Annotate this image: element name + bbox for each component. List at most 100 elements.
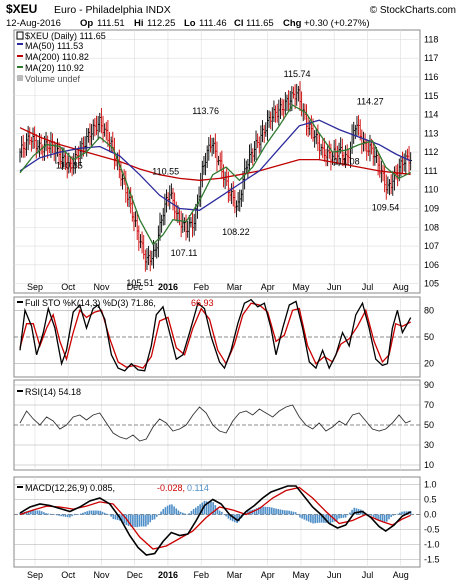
price-tick-label: 113: [424, 128, 438, 138]
macd-histogram-bar: [140, 514, 143, 527]
price-tick-label: 112: [424, 147, 438, 157]
macd-histogram-bar: [409, 511, 412, 515]
macd-histogram-bar: [368, 514, 371, 515]
macd-histogram-bar: [331, 514, 334, 523]
low-label: Lo: [184, 18, 196, 29]
macd-histogram-bar: [179, 511, 182, 515]
macd-histogram-bar: [103, 512, 106, 515]
macd-histogram-bar: [386, 514, 388, 522]
month-label: Aug: [393, 282, 409, 292]
rsi-label: RSI(14) 54.18: [25, 387, 81, 397]
bottom-x-axis: Sep Oct Nov Dec 2016 Feb Mar Apr May Jun Jul Aug: [27, 570, 409, 580]
rsi-legend: RSI(14) 54.18: [17, 387, 81, 397]
macd-histogram-bar: [132, 514, 134, 527]
macd-histogram-bar: [292, 511, 295, 515]
macd-histogram-bar: [47, 513, 50, 515]
macd-histogram-bar: [399, 512, 401, 515]
macd-histogram-bar: [396, 513, 399, 515]
ohlc-legend-icon: [16, 31, 24, 40]
macd-histogram-bar: [166, 505, 169, 515]
macd-histogram-bar: [99, 510, 102, 515]
month-label: Oct: [61, 570, 76, 580]
macd-histogram-bar: [346, 514, 349, 516]
macd-histogram-bar: [375, 514, 377, 519]
macd-histogram-bar: [270, 507, 273, 515]
panel-tick-label: 80: [424, 305, 434, 315]
month-label: Jul: [362, 570, 374, 580]
macd-histogram-bar: [49, 513, 52, 515]
macd-histogram-bar: [142, 514, 145, 527]
macd-histogram-bar: [53, 514, 56, 515]
month-label: Nov: [93, 282, 110, 292]
macd-histogram-bar: [316, 514, 319, 523]
macd-histogram-bar: [349, 512, 351, 515]
macd-histogram-bar: [236, 514, 238, 524]
price-annotation: 115.74: [284, 69, 311, 79]
price-annotation: 114.27: [357, 96, 384, 106]
macd-histogram-bar: [294, 512, 297, 515]
macd-histogram-bar: [110, 514, 112, 517]
macd-histogram-bar: [195, 507, 197, 515]
macd-histogram-bar: [58, 514, 60, 516]
price-tick-label: 116: [424, 72, 438, 82]
symbol-title: $XEU: [6, 2, 37, 16]
macd-histogram-bar: [51, 514, 54, 515]
macd-histogram-bar: [310, 514, 312, 523]
month-label: Dec: [127, 570, 144, 580]
macd-histogram-bar: [43, 512, 45, 515]
macd-histogram-bar: [188, 513, 191, 515]
macd-histogram-bar: [168, 504, 171, 515]
month-label: Mar: [227, 282, 243, 292]
panel-tick-label: -0.5: [424, 525, 440, 535]
macd-histogram-bar: [290, 511, 293, 515]
price-tick-label: 117: [424, 53, 438, 63]
price-annotation: 113.76: [192, 106, 219, 116]
macd-histogram-bar: [303, 514, 306, 520]
legend-price: $XEU (Daily) 111.65: [25, 31, 106, 41]
macd-grid: [14, 477, 420, 567]
macd-histogram-bar: [38, 510, 41, 515]
macd-histogram-bar: [101, 511, 104, 515]
macd-histogram-bar: [394, 514, 397, 515]
sto-legend: Full STO %K(14,3) %D(3) 71.86, 66.93: [17, 298, 214, 308]
macd-histogram-bar: [40, 511, 43, 515]
macd-histogram-bar: [286, 510, 288, 515]
price-tick-label: 114: [424, 110, 438, 120]
price-grid: [14, 30, 420, 293]
volume-legend-swatch: [17, 75, 23, 81]
ma20-line: [19, 104, 411, 246]
watermark: © StockCharts.com: [370, 5, 456, 16]
macd-histogram-bar: [264, 506, 267, 515]
month-label: May: [292, 282, 310, 292]
macd-histogram-bar: [36, 510, 39, 515]
macd-histogram-bar: [353, 507, 356, 515]
price-x-axis: Sep Oct Nov Dec 2016 Feb Mar Apr May Jun Jul Aug: [27, 282, 409, 292]
macd-histogram-bar: [19, 513, 21, 515]
macd-histogram-bar: [279, 509, 282, 515]
macd-histogram-bar: [257, 507, 260, 515]
panel-tick-label: 30: [424, 440, 434, 450]
macd-histogram-bar: [64, 514, 67, 517]
macd-histogram-bar: [32, 510, 34, 515]
month-label: Apr: [261, 570, 275, 580]
macd-histogram-bar: [116, 514, 119, 521]
price-tick-label: 106: [424, 260, 439, 270]
panel-tick-label: 50: [424, 332, 434, 342]
macd-histogram-bar: [155, 514, 158, 517]
macd-histogram-bar: [401, 511, 403, 515]
price-legend: $XEU (Daily) 111.65 MA(50) 111.53 MA(200…: [16, 31, 106, 84]
macd-histogram-bar: [123, 514, 125, 524]
month-label: Sep: [27, 282, 43, 292]
price-annotation: 109.54: [372, 202, 400, 212]
macd-histogram-bar: [95, 510, 97, 515]
month-label: Dec: [127, 282, 144, 292]
macd-histogram-bar: [351, 509, 353, 515]
macd-histogram-bar: [153, 514, 156, 520]
macd-histogram-bar: [108, 514, 110, 515]
macd-histogram-bar: [388, 514, 390, 520]
macd-histogram-bar: [221, 511, 223, 515]
price-tick-label: 115: [424, 91, 438, 101]
macd-histogram-bar: [379, 514, 382, 521]
month-label: Mar: [227, 570, 243, 580]
macd-histogram-bar: [355, 508, 358, 515]
